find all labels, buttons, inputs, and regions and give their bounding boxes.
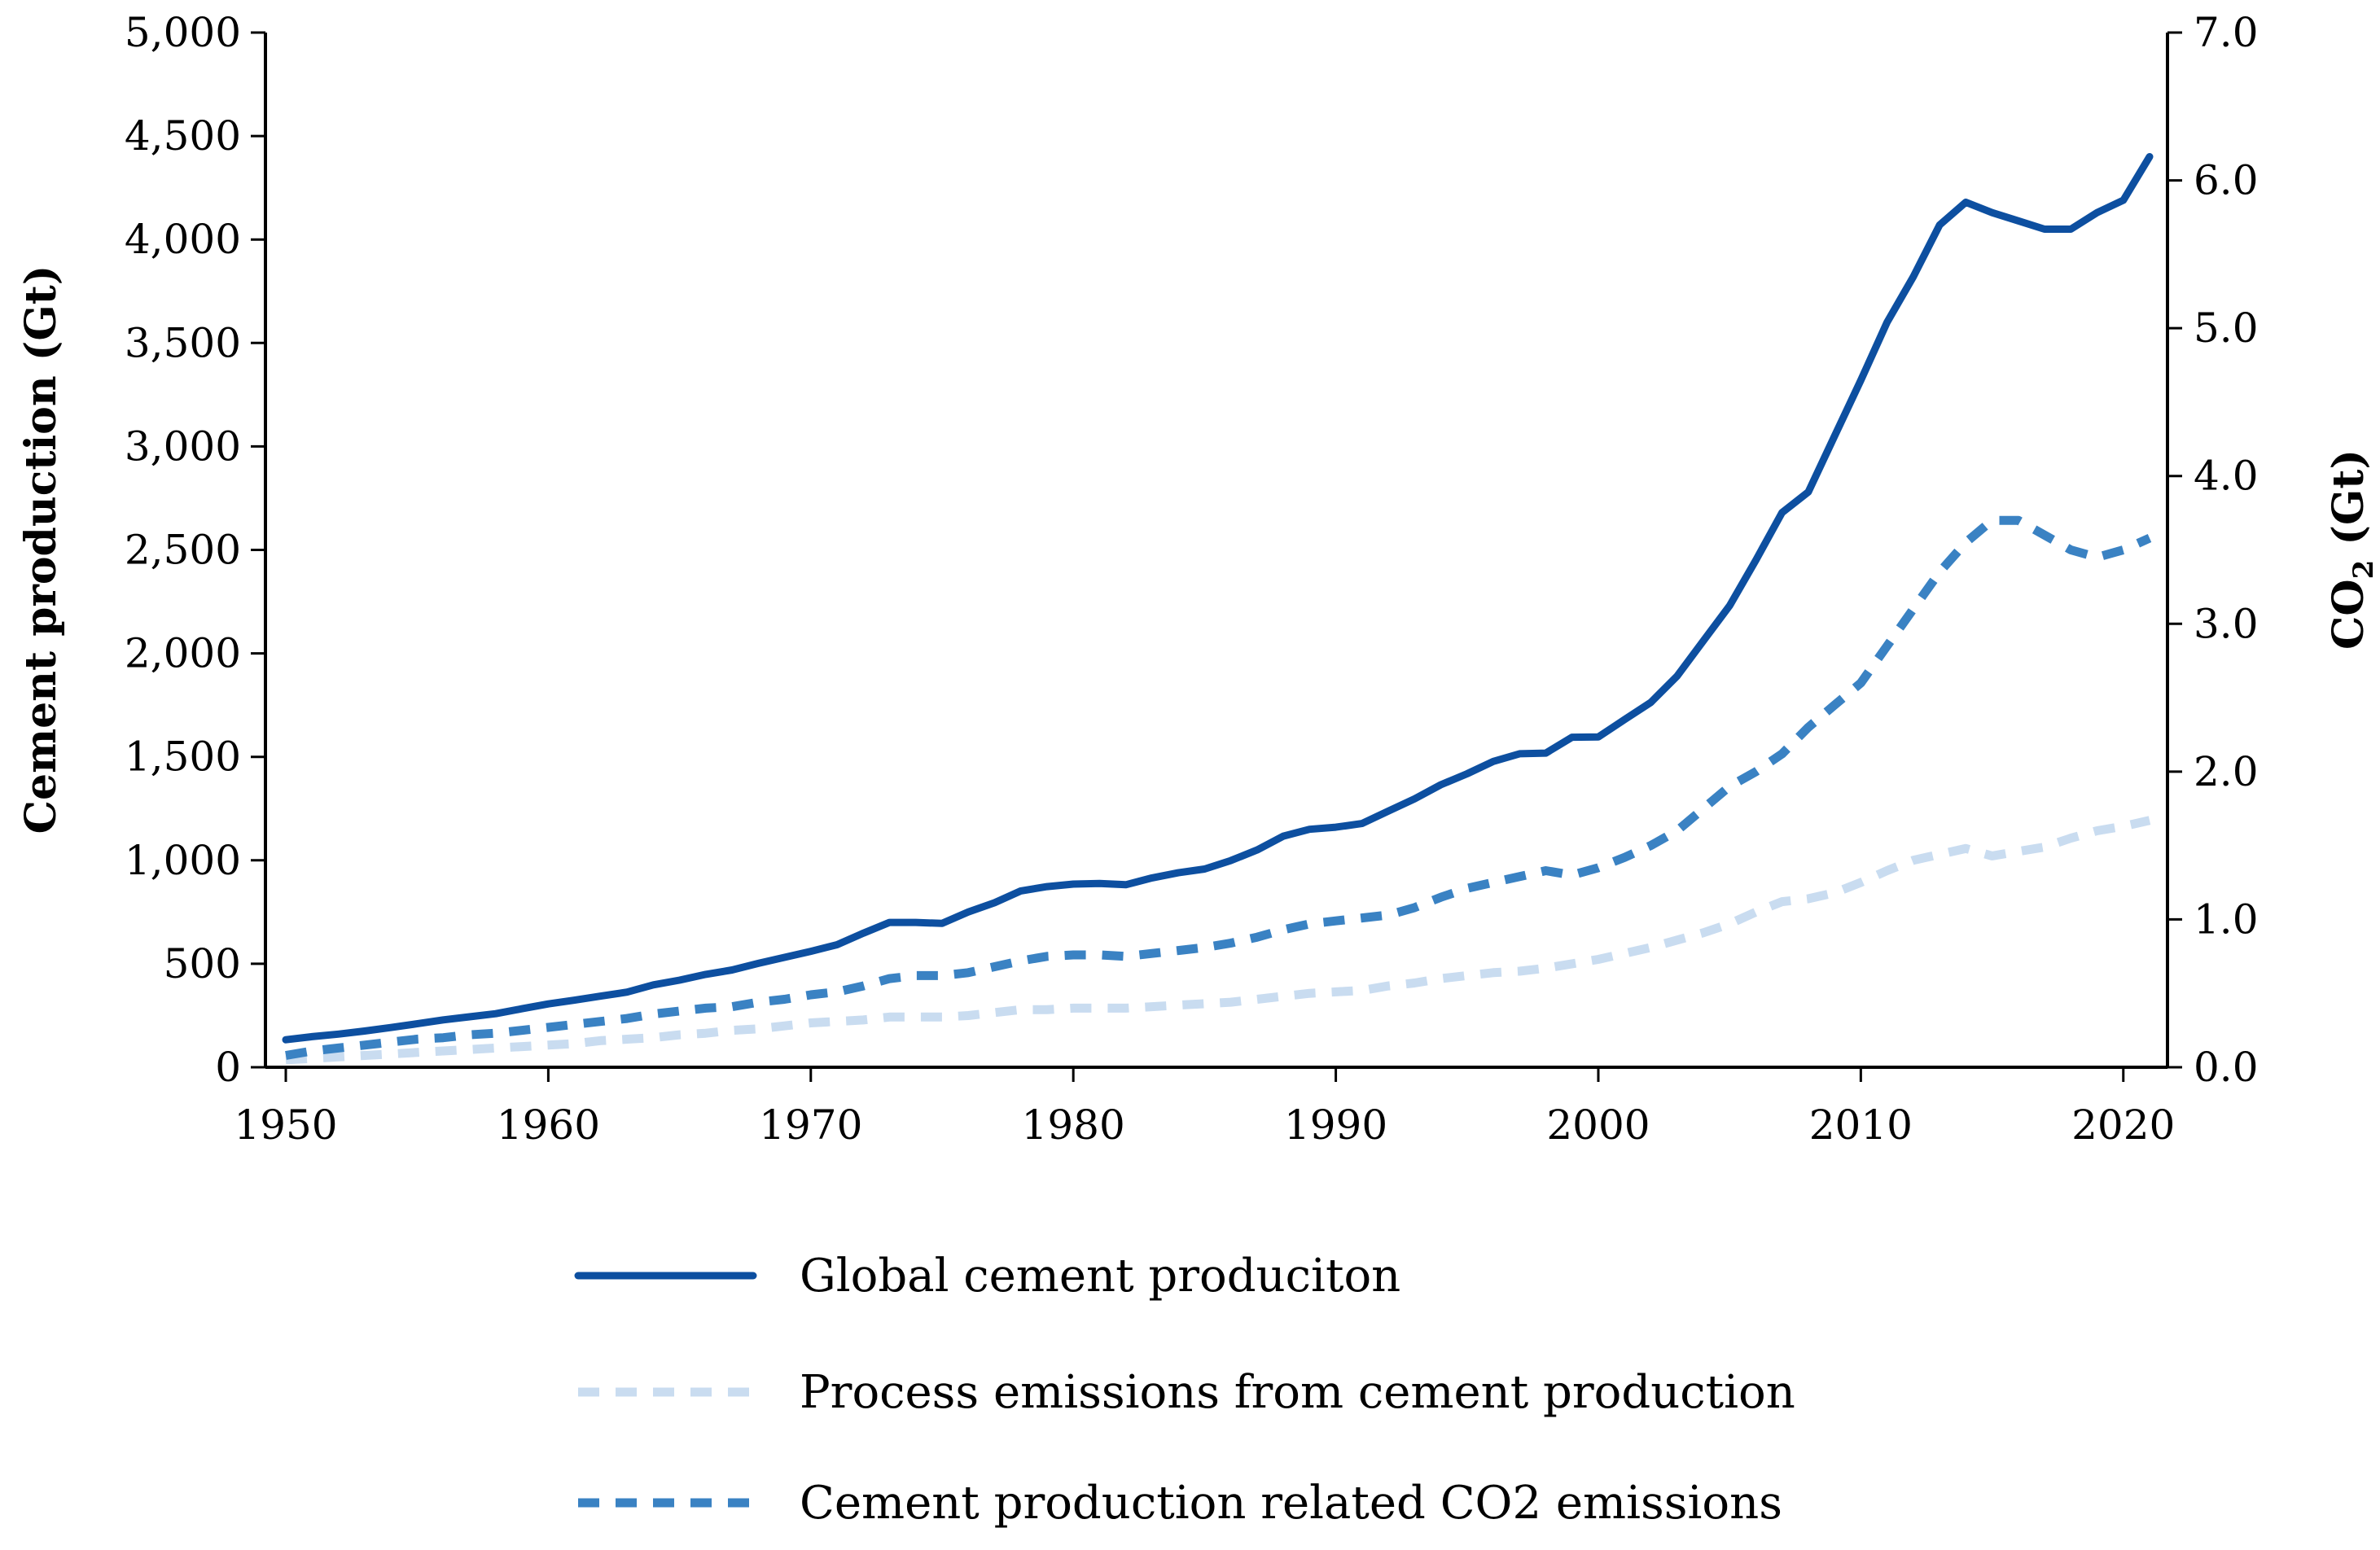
legend-label: Process emissions from cement production xyxy=(800,1366,1795,1419)
series-line-3 xyxy=(285,515,2152,1060)
y2-axis-title-prefix: CO xyxy=(2324,579,2373,650)
x-tick-label: 1990 xyxy=(1284,1101,1387,1149)
y2-tick-label: 2.0 xyxy=(2194,748,2259,795)
x-tick-label: 2000 xyxy=(1546,1101,1650,1149)
legend-label: Cement production related CO2 emissions xyxy=(800,1477,1782,1530)
ticks-layer: 1950 1960 1970 1980 1990 2000 2010 2020 0 500 1,00… xyxy=(125,9,2259,1149)
axes-layer xyxy=(264,33,2169,1069)
y2-tick-label: 4.0 xyxy=(2194,453,2259,500)
y-tick-label: 1,500 xyxy=(125,733,241,781)
y-tick-label: 3,500 xyxy=(125,319,241,366)
y-tick-label: 2,500 xyxy=(125,527,241,574)
y2-tick-label: 3.0 xyxy=(2194,600,2259,647)
y-tick-label: 0 xyxy=(215,1044,241,1091)
legend: Global cement produciton Process emission… xyxy=(574,1250,1795,1530)
y2-axis-title-subscript: 2 xyxy=(2347,560,2380,580)
y-axis-title: Cement production (Gt) xyxy=(16,265,66,834)
x-tick-label: 2020 xyxy=(2071,1101,2175,1149)
y-tick-label: 3,000 xyxy=(125,423,241,470)
series-line-1 xyxy=(282,153,2154,1044)
legend-item-2: Process emissions from cement production xyxy=(578,1366,1795,1419)
y-tick-label: 1,000 xyxy=(125,837,241,884)
y2-axis-title-suffix: (Gt) xyxy=(2324,449,2373,560)
y-tick-label: 500 xyxy=(164,940,241,987)
x-tick-label: 1970 xyxy=(759,1101,862,1149)
y2-tick-label: 1.0 xyxy=(2194,895,2259,943)
legend-item-3: Cement production related CO2 emissions xyxy=(578,1477,1782,1530)
legend-label: Global cement produciton xyxy=(800,1250,1400,1303)
y2-axis-title: CO2 (Gt) xyxy=(2324,449,2380,650)
y2-tick-label: 5.0 xyxy=(2194,304,2259,352)
y2-tick-label: 7.0 xyxy=(2194,9,2259,56)
y-tick-label: 4,000 xyxy=(125,216,241,263)
legend-item-1: Global cement produciton xyxy=(574,1250,1400,1303)
series-line-2 xyxy=(285,816,2151,1065)
x-tick-label: 1980 xyxy=(1022,1101,1125,1149)
x-tick-label: 2010 xyxy=(1809,1101,1913,1149)
x-tick-label: 1960 xyxy=(497,1101,600,1149)
y-tick-label: 2,000 xyxy=(125,630,241,677)
y-tick-label: 4,500 xyxy=(125,112,241,160)
y2-tick-label: 0.0 xyxy=(2194,1044,2259,1091)
y-tick-label: 5,000 xyxy=(125,9,241,56)
series-layer xyxy=(282,153,2154,1065)
x-tick-label: 1950 xyxy=(234,1101,337,1149)
y2-tick-label: 6.0 xyxy=(2194,157,2259,204)
